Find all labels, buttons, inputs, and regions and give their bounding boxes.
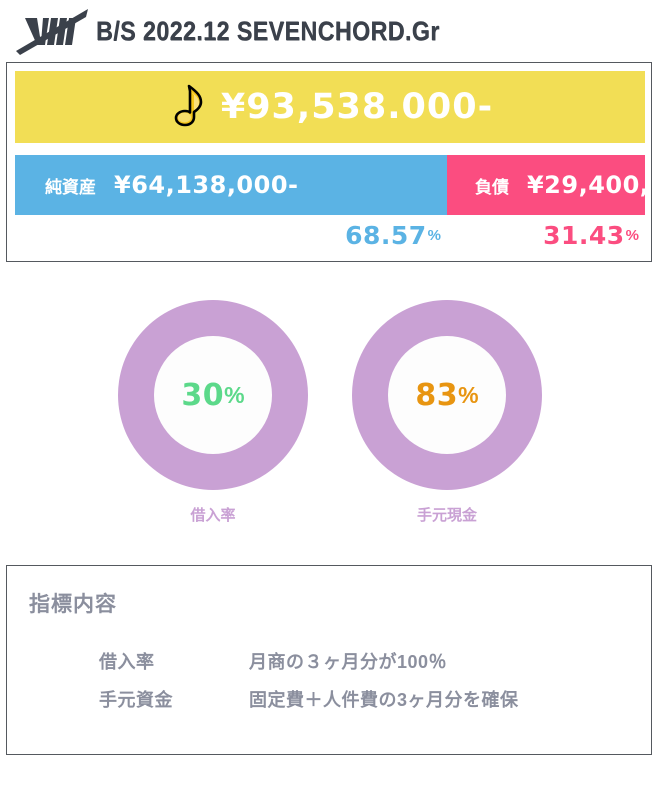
donut-hole: 30 % — [154, 336, 272, 454]
liabilities-percent-value: 31.43 — [543, 220, 625, 250]
kpi-term: 借入率 — [99, 652, 155, 672]
table-row: 借入率 月商の３ヶ月分が100％ — [99, 642, 619, 680]
liabilities-segment: 負債 ¥29,400,000- — [446, 155, 645, 215]
total-amount: ¥93,538.000- — [220, 87, 494, 127]
music-note-icon — [174, 84, 203, 127]
kpi-term: 手元資金 — [99, 690, 173, 710]
donut-chart-borrowing-ratio: 30 % — [118, 300, 308, 490]
donut-value-cash-on-hand: 83 — [415, 377, 459, 413]
kpi-table: 借入率 月商の３ヶ月分が100％ 手元資金 固定費＋人件費の3ヶ月分を確保 — [99, 642, 619, 718]
donut-chart-cash-on-hand: 83 % — [352, 300, 542, 490]
kpi-definition-card: 指標内容 借入率 月商の３ヶ月分が100％ 手元資金 固定費＋人件費の3ヶ月分を… — [6, 565, 652, 755]
net-assets-label: 純資産 — [45, 177, 96, 197]
page-header: B/S 2022.12 SEVENCHORD.Gr — [0, 0, 660, 62]
donut-percent-sign-borrowing-ratio: % — [224, 381, 245, 408]
vii-logo-icon — [12, 5, 92, 57]
balance-sheet-card: ¥93,538.000- 純資産 ¥64,138,000- 負債 ¥29,400… — [6, 62, 652, 262]
net-assets-percent: 68.57 % — [15, 218, 447, 252]
liabilities-percent-sign: % — [625, 226, 639, 244]
kpi-heading: 指標内容 — [29, 593, 117, 616]
composition-bar: 純資産 ¥64,138,000- 負債 ¥29,400,000- — [15, 155, 645, 215]
liabilities-percent: 31.43 % — [447, 218, 645, 252]
table-row: 手元資金 固定費＋人件費の3ヶ月分を確保 — [99, 680, 619, 718]
donut-block-borrowing-ratio: 30 % 借入率 — [118, 300, 308, 540]
donut-label-cash-on-hand: 手元現金 — [416, 507, 477, 524]
net-assets-percent-value: 68.57 — [345, 220, 427, 250]
page-title: B/S 2022.12 SEVENCHORD.Gr — [96, 15, 440, 46]
composition-percent-row: 68.57 % 31.43 % — [15, 218, 645, 252]
liabilities-value: ¥29,400,000- — [526, 171, 645, 199]
kpi-description: 月商の３ヶ月分が100％ — [249, 652, 448, 672]
donut-block-cash-on-hand: 83 % 手元現金 — [352, 300, 542, 540]
donut-label-borrowing-ratio: 借入率 — [190, 507, 236, 524]
net-assets-segment: 純資産 ¥64,138,000- — [15, 155, 447, 215]
donut-hole: 83 % — [388, 336, 506, 454]
donut-percent-sign-cash-on-hand: % — [458, 381, 479, 408]
net-assets-percent-sign: % — [427, 226, 441, 244]
total-assets-banner: ¥93,538.000- — [15, 71, 645, 143]
net-assets-value: ¥64,138,000- — [114, 171, 299, 199]
donut-value-borrowing-ratio: 30 — [181, 377, 225, 413]
kpi-description: 固定費＋人件費の3ヶ月分を確保 — [249, 690, 519, 710]
liabilities-label: 負債 — [474, 177, 509, 197]
ratio-donut-group: 30 % 借入率 83 % 手元現金 — [0, 300, 660, 540]
